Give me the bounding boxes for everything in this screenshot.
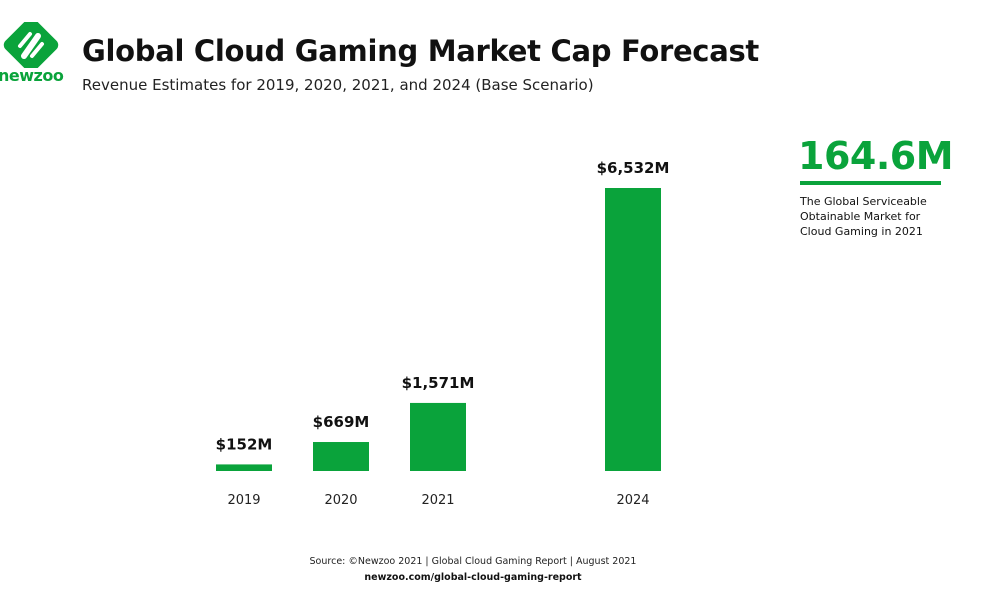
page-title: Global Cloud Gaming Market Cap Forecast (82, 34, 759, 68)
callout-underline (800, 181, 941, 185)
newzoo-logo-text: newzoo (0, 66, 64, 85)
data-label-2019: $152M (216, 435, 273, 453)
callout-line: Cloud Gaming in 2021 (800, 225, 923, 238)
x-tick-label-2021: 2021 (421, 493, 454, 508)
callout-value: 164.6M (798, 134, 954, 178)
x-tick-label-2019: 2019 (227, 493, 260, 508)
source-note: Source: ©Newzoo 2021 | Global Cloud Gami… (309, 556, 637, 567)
x-tick-label-2024: 2024 (616, 493, 649, 508)
bar-2021 (410, 402, 466, 471)
newzoo-logo-mark-icon (3, 22, 59, 68)
bar-2020 (313, 442, 369, 471)
x-tick-label-2020: 2020 (324, 493, 357, 508)
callout-line: The Global Serviceable (800, 195, 927, 208)
data-label-2020: $669M (313, 413, 370, 431)
source-url: newzoo.com/global-cloud-gaming-report (364, 572, 582, 583)
newzoo-logo (0, 22, 66, 112)
data-label-2021: $1,571M (402, 374, 475, 392)
callout-line: Obtainable Market for (800, 210, 921, 223)
bar-2024 (605, 188, 661, 471)
page-subtitle: Revenue Estimates for 2019, 2020, 2021, … (82, 76, 594, 94)
data-label-2024: $6,532M (597, 159, 670, 177)
bar-2019 (216, 464, 272, 471)
callout-description: The Global Serviceable Obtainable Market… (800, 194, 950, 239)
